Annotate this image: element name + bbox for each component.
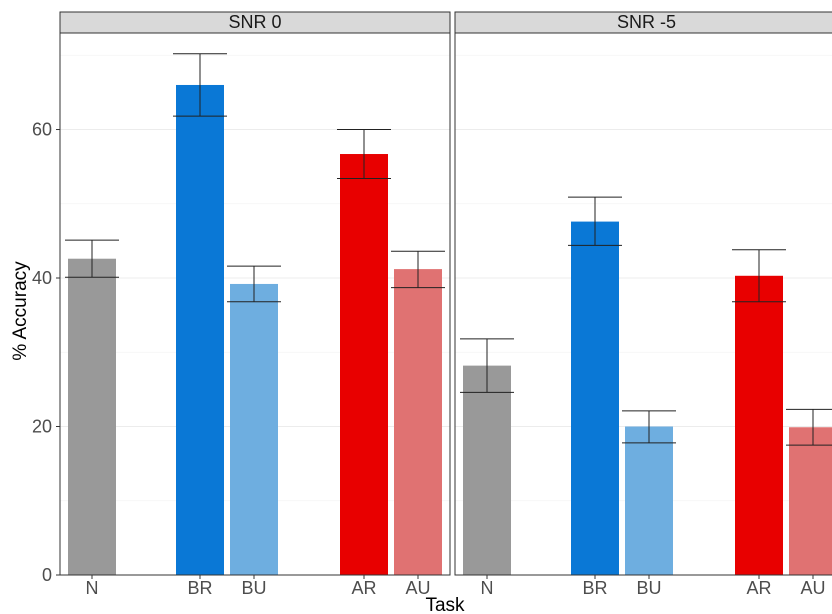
x-tick-label: BU xyxy=(636,578,661,598)
x-tick-label: N xyxy=(481,578,494,598)
bar-bu xyxy=(230,283,278,575)
bar-au xyxy=(789,427,832,575)
bar-br xyxy=(176,84,224,576)
bar-au xyxy=(394,269,442,575)
facet-title: SNR -5 xyxy=(617,12,676,32)
x-tick-label: BR xyxy=(582,578,607,598)
x-tick-label: N xyxy=(86,578,99,598)
x-tick-label: AU xyxy=(800,578,825,598)
y-tick-label: 20 xyxy=(32,417,52,437)
axes: N BR BU AR AU N BR BU AR AU 0 20 40 60 xyxy=(32,120,826,598)
y-tick-label: 0 xyxy=(42,565,52,585)
bar-ar xyxy=(340,154,388,575)
y-tick-label: 40 xyxy=(32,268,52,288)
x-axis-title: Task xyxy=(425,595,465,614)
panels: SNR 0 SNR -5 xyxy=(59,11,832,576)
y-axis-title: % Accuracy xyxy=(10,261,31,361)
bar-ar xyxy=(735,275,783,575)
bar-n xyxy=(463,365,511,575)
x-tick-label: BR xyxy=(187,578,212,598)
bar-bu xyxy=(625,426,673,575)
x-tick-label: BU xyxy=(241,578,266,598)
x-tick-label: AR xyxy=(351,578,376,598)
panel-border xyxy=(454,32,832,576)
x-tick-label: AR xyxy=(746,578,771,598)
facet-title: SNR 0 xyxy=(228,12,281,32)
x-tick-label: AU xyxy=(405,578,430,598)
y-tick-label: 60 xyxy=(32,120,52,140)
gridlines xyxy=(60,54,832,576)
panel-border xyxy=(59,32,451,576)
bar-br xyxy=(571,221,619,575)
bar-n xyxy=(68,258,116,575)
